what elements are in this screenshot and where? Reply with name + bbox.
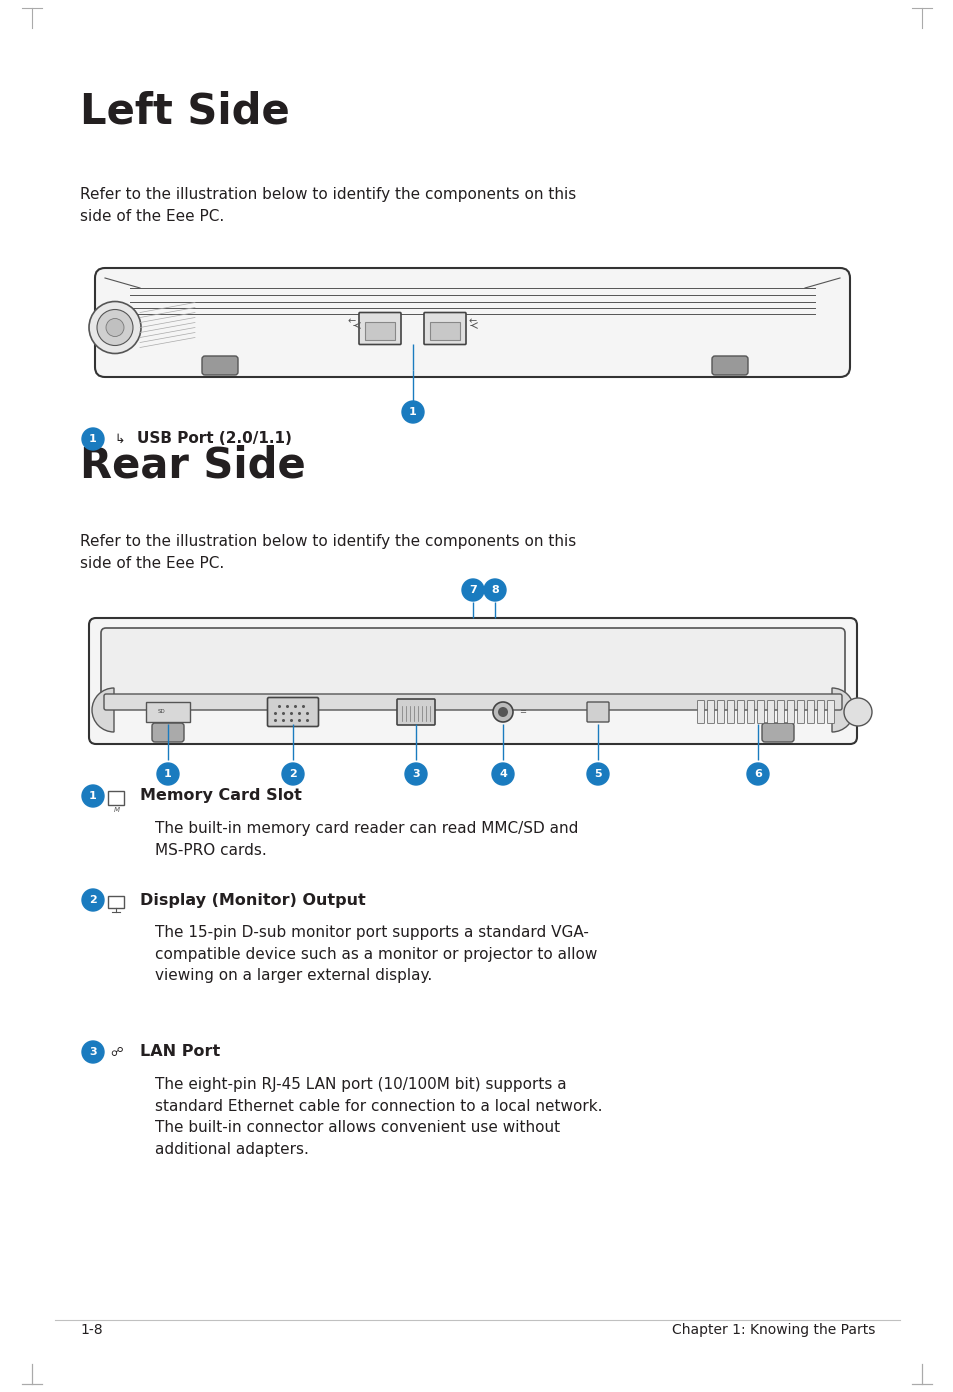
Circle shape (97, 309, 132, 345)
Text: ↳: ↳ (114, 433, 125, 445)
FancyBboxPatch shape (711, 356, 747, 374)
FancyBboxPatch shape (95, 269, 849, 377)
Text: Refer to the illustration below to identify the components on this
side of the E: Refer to the illustration below to ident… (80, 535, 576, 571)
FancyBboxPatch shape (104, 695, 841, 710)
Wedge shape (91, 688, 113, 732)
Text: 1: 1 (89, 791, 97, 800)
Circle shape (82, 427, 104, 450)
Circle shape (282, 763, 304, 785)
Text: 1: 1 (409, 406, 416, 418)
FancyBboxPatch shape (817, 700, 823, 724)
Text: 4: 4 (498, 768, 506, 780)
Circle shape (493, 702, 513, 722)
Circle shape (483, 579, 505, 601)
Circle shape (497, 707, 507, 717)
Text: 3: 3 (89, 1047, 96, 1057)
Text: LAN Port: LAN Port (140, 1044, 220, 1059)
Text: 6: 6 (753, 768, 761, 780)
Text: Display (Monitor) Output: Display (Monitor) Output (140, 892, 365, 908)
FancyBboxPatch shape (786, 700, 794, 724)
FancyBboxPatch shape (423, 312, 465, 344)
Circle shape (586, 763, 608, 785)
Circle shape (82, 889, 104, 910)
FancyBboxPatch shape (797, 700, 803, 724)
FancyBboxPatch shape (747, 700, 754, 724)
FancyBboxPatch shape (586, 702, 608, 722)
FancyBboxPatch shape (826, 700, 834, 724)
FancyBboxPatch shape (267, 697, 318, 727)
Text: 1: 1 (89, 434, 97, 444)
Text: SD: SD (158, 710, 166, 714)
Bar (146, 702, 190, 722)
Circle shape (843, 697, 871, 727)
Text: The eight-pin RJ-45 LAN port (10/100M bit) supports a
standard Ethernet cable fo: The eight-pin RJ-45 LAN port (10/100M bi… (154, 1077, 602, 1157)
Text: =: = (518, 707, 525, 717)
FancyBboxPatch shape (358, 312, 400, 344)
FancyBboxPatch shape (737, 700, 743, 724)
Circle shape (405, 763, 427, 785)
Circle shape (89, 302, 141, 354)
Text: Memory Card Slot: Memory Card Slot (140, 788, 301, 803)
FancyBboxPatch shape (101, 628, 844, 704)
FancyBboxPatch shape (717, 700, 723, 724)
Text: M: M (113, 807, 120, 813)
FancyBboxPatch shape (806, 700, 814, 724)
Text: 1: 1 (164, 768, 172, 780)
FancyBboxPatch shape (89, 618, 856, 743)
Bar (365, 322, 395, 340)
FancyBboxPatch shape (727, 700, 734, 724)
Text: The built-in memory card reader can read MMC/SD and
MS-PRO cards.: The built-in memory card reader can read… (154, 821, 578, 857)
FancyBboxPatch shape (697, 700, 703, 724)
Text: 7: 7 (469, 585, 476, 594)
Wedge shape (831, 688, 853, 732)
Text: Refer to the illustration below to identify the components on this
side of the E: Refer to the illustration below to ident… (80, 187, 576, 224)
Bar (108, 791, 124, 805)
Circle shape (82, 785, 104, 807)
Text: 1-8: 1-8 (80, 1322, 103, 1336)
Circle shape (157, 763, 179, 785)
Text: Chapter 1: Knowing the Parts: Chapter 1: Knowing the Parts (671, 1322, 874, 1336)
Bar (430, 322, 459, 340)
FancyBboxPatch shape (767, 700, 774, 724)
FancyBboxPatch shape (396, 699, 435, 725)
Circle shape (492, 763, 514, 785)
Bar (108, 896, 124, 908)
Text: 5: 5 (594, 768, 601, 780)
Text: ←: ← (348, 316, 355, 327)
Circle shape (106, 319, 124, 337)
FancyBboxPatch shape (707, 700, 714, 724)
FancyBboxPatch shape (202, 356, 237, 374)
FancyBboxPatch shape (777, 700, 783, 724)
Text: USB Port (2.0/1.1): USB Port (2.0/1.1) (137, 432, 292, 447)
Text: The 15-pin D-sub monitor port supports a standard VGA-
compatible device such as: The 15-pin D-sub monitor port supports a… (154, 926, 597, 983)
Circle shape (401, 401, 423, 423)
Text: Rear Side: Rear Side (80, 445, 305, 487)
Text: 8: 8 (491, 585, 498, 594)
FancyBboxPatch shape (761, 722, 793, 742)
Text: 3: 3 (412, 768, 419, 780)
Text: 2: 2 (89, 895, 97, 905)
FancyBboxPatch shape (757, 700, 763, 724)
Text: ←: ← (469, 316, 476, 327)
Circle shape (461, 579, 483, 601)
Circle shape (82, 1041, 104, 1063)
Text: Left Side: Left Side (80, 90, 290, 132)
Text: ☍: ☍ (111, 1045, 123, 1058)
FancyBboxPatch shape (152, 722, 184, 742)
Text: 2: 2 (289, 768, 296, 780)
Circle shape (746, 763, 768, 785)
